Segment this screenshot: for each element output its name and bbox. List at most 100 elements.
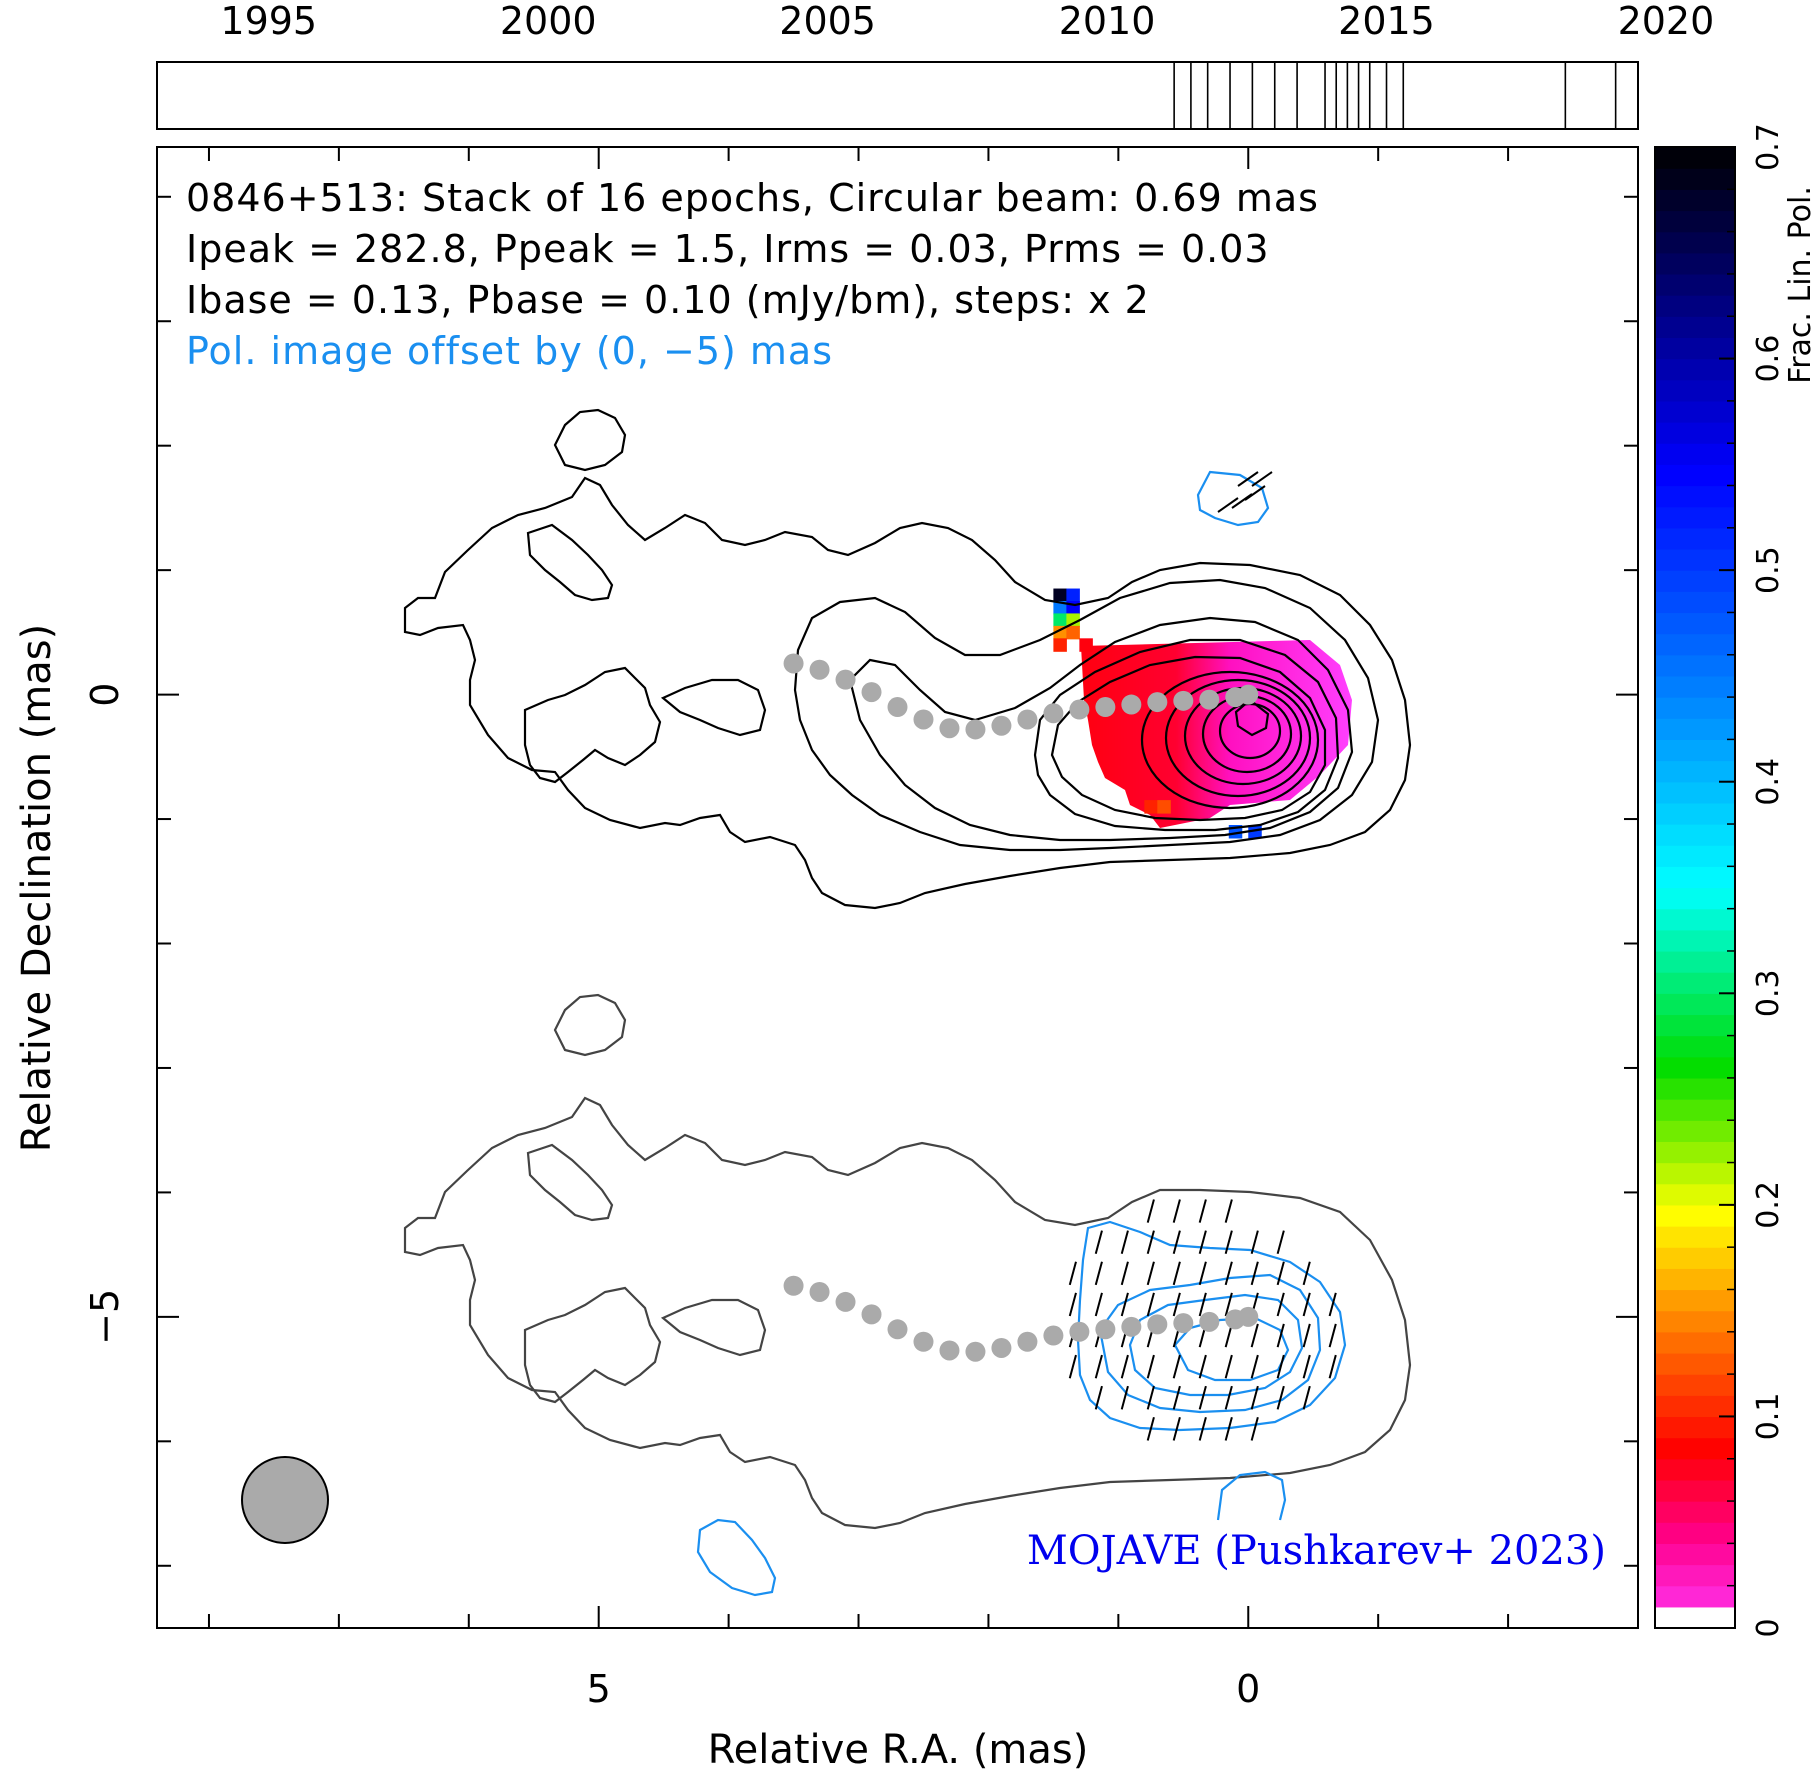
stokes-i-island-right [660, 678, 767, 737]
pol-panel-offset [403, 993, 1412, 1597]
colorbar-band [1655, 1522, 1735, 1544]
colorbar-band [1655, 718, 1735, 740]
colorbar-band [1655, 950, 1735, 973]
colorbar-band [1655, 654, 1735, 677]
evpa-tick [1328, 1354, 1337, 1379]
colorbar-band [1655, 1352, 1735, 1375]
evpa-tick [1198, 1354, 1207, 1379]
colorbar-band [1655, 337, 1735, 360]
stokes-i-contour-5 [1050, 655, 1327, 822]
colorbar-band [1655, 1395, 1735, 1418]
ridge-point [1173, 690, 1194, 711]
colorbar-band [1655, 1120, 1735, 1142]
x-tick-label: 0 [1236, 1667, 1260, 1711]
evpa-tick [1094, 1292, 1103, 1317]
ridge-point [1017, 709, 1038, 730]
colorbar-band [1655, 1141, 1735, 1164]
colorbar-tick-label: 0.6 [1751, 335, 1786, 383]
stokes-i-island-top [553, 408, 627, 472]
ridge-point [887, 1319, 908, 1340]
colorbar-band [1655, 633, 1735, 656]
pol-contour-bottom-right [1216, 1470, 1287, 1521]
colorbar-band [1655, 1268, 1735, 1291]
header-line-2: Ipeak = 282.8, Ppeak = 1.5, Irms = 0.03,… [186, 227, 1270, 271]
colorbar-band [1655, 887, 1735, 910]
evpa-tick [1120, 1261, 1129, 1286]
evpa-tick [1068, 1354, 1077, 1379]
evpa-tick [1250, 1354, 1259, 1379]
map-panel: 5 0 0 −5 0846+513: Stack of 16 epochs, Circ… [83, 146, 1639, 1711]
colorbar-band [1655, 295, 1735, 317]
evpa-tick [1094, 1385, 1103, 1410]
evpa-tick [1224, 1385, 1233, 1410]
ridge-point [809, 659, 830, 680]
evpa-tick [1120, 1292, 1129, 1317]
colorbar-band [1655, 1226, 1735, 1248]
epoch-marks [1173, 62, 1617, 129]
colorbar-band [1655, 252, 1735, 275]
evpa-tick [1172, 1230, 1181, 1255]
ridge-line-bottom [783, 1275, 1259, 1362]
stokes-i-contour-2 [793, 578, 1380, 852]
ridge-point [1238, 684, 1259, 705]
evpa-tick [1068, 1292, 1077, 1317]
colorbar-band [1655, 1585, 1735, 1608]
ridge-point [887, 697, 908, 718]
colorbar-band [1655, 1374, 1735, 1396]
evpa-tick [1276, 1292, 1285, 1317]
x-tick-label: 5 [587, 1667, 611, 1711]
pol-contour-bottom-left [696, 1518, 777, 1597]
colorbar-band [1655, 443, 1735, 465]
evpa-tick [1198, 1292, 1207, 1317]
evpa-tick [1146, 1292, 1155, 1317]
evpa-tick [1276, 1385, 1285, 1410]
stokes-i-contour-6 [1140, 670, 1320, 810]
evpa-tick [1146, 1199, 1155, 1223]
evpa-tick [1224, 1292, 1233, 1317]
colorbar-tick-label: 0 [1751, 1618, 1786, 1637]
evpa-tick [1224, 1417, 1233, 1441]
colorbar-band [1655, 464, 1735, 487]
evpa-tick [1276, 1323, 1285, 1348]
frac-pol-pixel [1144, 800, 1158, 814]
ridge-point [1017, 1331, 1038, 1352]
ridge-point [1121, 694, 1142, 715]
ridge-line-top [783, 653, 1259, 740]
ridge-point [835, 1291, 856, 1312]
evpa-tick [1172, 1292, 1181, 1317]
plot-frame [156, 146, 1639, 1629]
evpa-tick [1146, 1417, 1155, 1441]
evpa-tick [1250, 1323, 1259, 1348]
colorbar-band [1655, 1416, 1735, 1439]
colorbar-band [1655, 400, 1735, 423]
evpa-tick [1146, 1354, 1155, 1379]
frac-pol-pixel [1053, 600, 1067, 615]
ridge-point [913, 709, 934, 730]
year-label: 2015 [1338, 0, 1435, 43]
evpa-tick [1172, 1354, 1181, 1379]
evpa-tick [1224, 1199, 1233, 1223]
year-labels: 1995 2000 2005 2010 2015 2020 [220, 0, 1714, 43]
year-label: 1995 [220, 0, 317, 43]
colorbar-tick-label: 0.3 [1751, 969, 1786, 1017]
colorbar-band [1655, 147, 1735, 169]
pol-contour-top [1196, 470, 1270, 527]
colorbar-band [1655, 1204, 1735, 1227]
colorbar-band [1655, 422, 1735, 444]
colorbar: 0 0.1 0.2 0.3 0.4 0.5 0.6 0.7 Frac. Lin. Pol. [1654, 123, 1818, 1638]
colorbar-frame [1654, 146, 1736, 1629]
evpa-tick [1302, 1261, 1311, 1286]
colorbar-band [1655, 929, 1735, 952]
ridge-point [1238, 1306, 1259, 1327]
frac-pol-pixels [1053, 588, 1262, 839]
colorbar-band [1655, 1077, 1735, 1100]
header-line-3: Ibase = 0.13, Pbase = 0.10 (mJy/bm), ste… [186, 278, 1150, 322]
evpa-tick [1302, 1323, 1311, 1348]
colorbar-band [1655, 1564, 1735, 1587]
colorbar-band [1655, 358, 1735, 381]
stokes-i-island-mid [523, 666, 662, 784]
stokes-i-island-right-offset [660, 1298, 767, 1357]
evpa-ticks [1068, 1199, 1337, 1441]
stokes-i-island-left [526, 523, 614, 602]
